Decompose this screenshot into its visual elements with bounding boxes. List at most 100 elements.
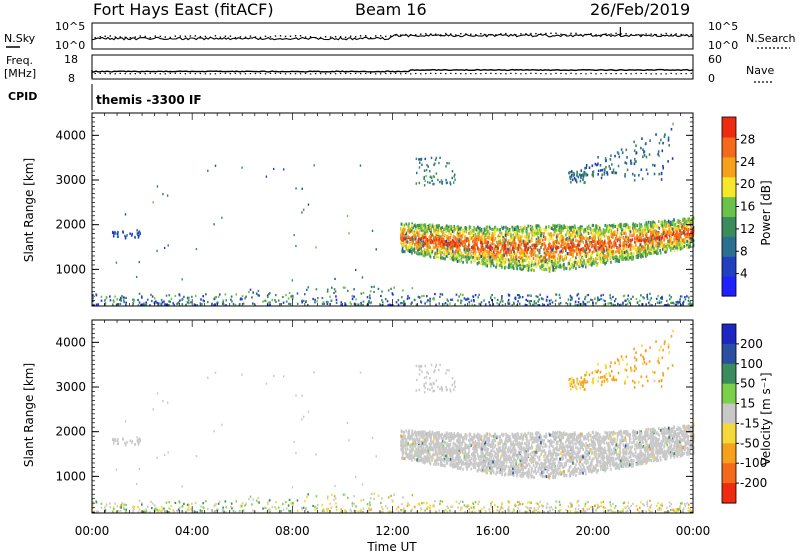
power-cell: [465, 239, 468, 243]
power-cell: [217, 295, 220, 298]
power-cell: [565, 233, 567, 237]
power-cell: [429, 300, 432, 303]
power-cell: [427, 299, 429, 302]
power-cell: [530, 249, 532, 253]
freq-panel: Freq. [MHz] 18 8 60 0 Nave: [4, 53, 774, 85]
power-cell: [446, 234, 448, 238]
nave-dot: [214, 73, 217, 75]
power-cell: [490, 249, 493, 253]
nsearch-dot: [234, 36, 237, 39]
power-cell: [568, 230, 571, 234]
power-cell: [431, 251, 433, 255]
power-cell: [291, 294, 294, 297]
nave-dot: [244, 73, 247, 75]
power-cell: [644, 223, 646, 227]
power-cell: [666, 220, 668, 224]
power-cell: [679, 231, 681, 235]
power-cell: [453, 175, 456, 178]
power-cell: [519, 243, 522, 247]
power-cell: [491, 246, 494, 250]
power-cell: [609, 255, 611, 259]
power-cell: [442, 243, 445, 247]
power-cell: [522, 229, 524, 233]
power-cell: [502, 260, 505, 264]
power-cell: [617, 226, 620, 230]
power-cell: [586, 230, 588, 234]
power-cell: [587, 228, 589, 232]
power-cell: [687, 302, 690, 306]
power-cell: [350, 302, 353, 306]
nsearch-dot: [144, 35, 146, 38]
power-cell: [587, 246, 590, 250]
nave-dot: [279, 72, 282, 75]
power-cell: [521, 265, 523, 269]
power-cell: [450, 232, 452, 236]
power-cell: [381, 304, 384, 307]
power-cell: [496, 251, 499, 255]
power-cell: [289, 303, 292, 306]
power-cell: [437, 178, 439, 182]
power-cell: [538, 228, 541, 232]
power-cell: [646, 172, 649, 176]
power-cell: [458, 250, 461, 254]
power-cell: [267, 295, 269, 299]
power-cell: [630, 297, 632, 301]
power-cell: [409, 241, 411, 245]
power-cell: [618, 251, 620, 255]
power-cell: [567, 243, 569, 247]
power-cell: [486, 236, 489, 240]
power-cell: [439, 235, 442, 239]
power-cell: [414, 245, 417, 249]
power-cell: [534, 250, 536, 254]
power-cell: [421, 295, 423, 298]
power-cell: [555, 250, 557, 254]
power-cell: [506, 250, 509, 254]
power-cell: [460, 252, 462, 256]
power-cell: [529, 245, 532, 249]
power-cell: [518, 260, 520, 264]
power-cell: [491, 293, 493, 297]
power-cell: [557, 246, 559, 250]
nsearch-dot: [359, 35, 362, 37]
power-cell: [531, 244, 533, 248]
power-cell: [545, 225, 547, 229]
power-cell: [572, 241, 574, 245]
power-cell: [420, 227, 423, 231]
power-cell: [673, 233, 676, 237]
power-cell: [477, 256, 480, 260]
power-cell: [411, 251, 413, 255]
power-cell: [400, 222, 403, 226]
power-cell: [517, 243, 520, 247]
power-cell: [556, 245, 558, 249]
power-cell: [561, 255, 563, 259]
power-cell: [647, 236, 650, 240]
nsearch-dot: [605, 33, 607, 35]
power-cell: [612, 231, 615, 235]
power-cell: [490, 242, 492, 246]
power-cell: [421, 163, 423, 166]
nave-dot: [354, 72, 357, 75]
power-cell: [432, 297, 434, 300]
power-cell: [687, 227, 690, 231]
power-cell: [524, 244, 526, 248]
power-cell: [140, 295, 143, 298]
power-cell: [532, 253, 535, 257]
power-cell: [586, 251, 589, 255]
power-cell: [513, 251, 516, 255]
power-cell: [238, 303, 241, 306]
nave-dot: [395, 72, 397, 74]
power-cells: [92, 122, 695, 307]
power-cell: [561, 263, 564, 267]
power-cell: [605, 246, 608, 250]
power-cell: [609, 249, 611, 253]
power-cell: [497, 255, 499, 259]
power-cell: [452, 230, 455, 234]
nave-dot: [605, 72, 607, 75]
power-cell: [627, 245, 630, 249]
power-cell: [569, 252, 572, 256]
power-cell: [426, 246, 429, 250]
power-cell: [624, 248, 626, 252]
colorbar-tick-label: 20: [740, 177, 755, 191]
nave-dot: [640, 72, 642, 75]
power-cell: [119, 298, 121, 302]
